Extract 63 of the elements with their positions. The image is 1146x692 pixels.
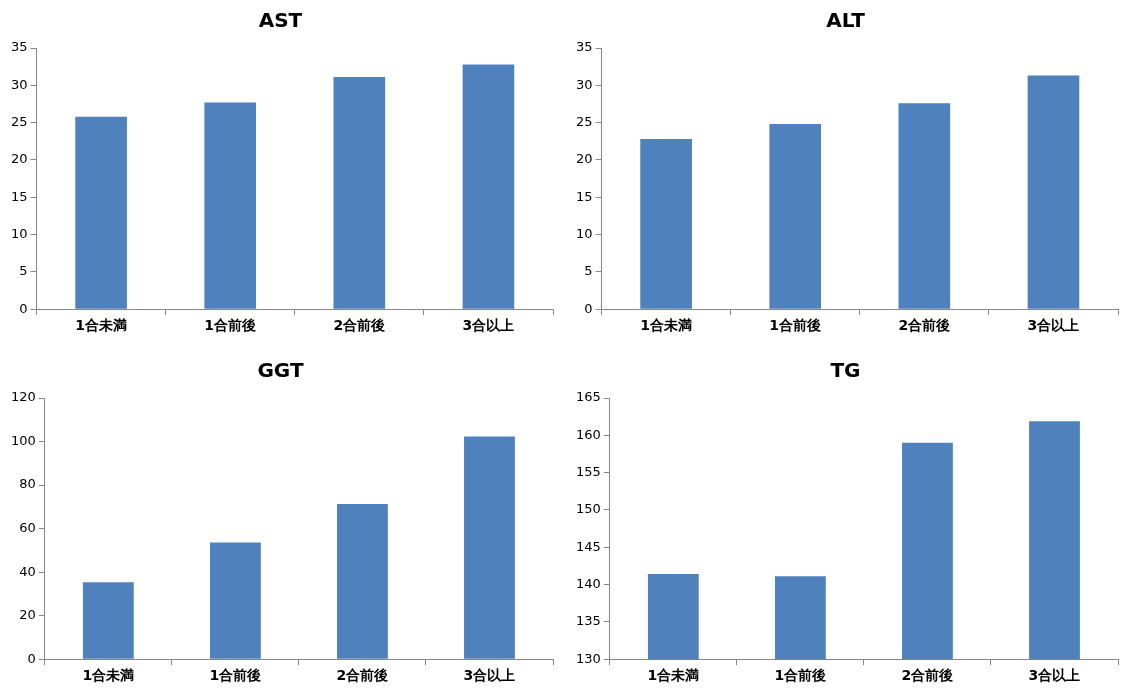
y-tick-label: 20 xyxy=(576,151,593,167)
bar xyxy=(209,542,261,659)
chart-title: GGT xyxy=(257,358,304,383)
y-tick-label: 0 xyxy=(27,650,36,666)
x-tick-label: 1合未満 xyxy=(82,667,135,684)
y-tick-label: 15 xyxy=(576,188,593,204)
y-tick-label: 130 xyxy=(575,650,601,666)
y-tick-label: 0 xyxy=(19,300,28,316)
x-tick-label: 3合以上 xyxy=(1028,667,1081,684)
y-tick-label: 10 xyxy=(576,225,593,241)
y-tick-label: 30 xyxy=(576,76,593,92)
x-tick-label: 1合未満 xyxy=(647,667,700,684)
chart-title: AST xyxy=(258,8,303,33)
bar xyxy=(75,116,127,309)
y-tick-label: 100 xyxy=(10,432,36,448)
bar xyxy=(769,124,822,309)
y-tick-label: 40 xyxy=(19,563,36,579)
y-tick-label: 5 xyxy=(584,263,593,279)
y-tick-label: 25 xyxy=(576,114,593,129)
bar xyxy=(337,504,388,659)
x-tick-label: 1合前後 xyxy=(774,667,827,684)
y-tick-label: 80 xyxy=(19,476,36,492)
x-tick-label: 3合以上 xyxy=(463,667,516,684)
chart-title: TG xyxy=(830,358,861,383)
y-tick-label: 15 xyxy=(11,188,28,204)
bar xyxy=(333,77,386,309)
y-tick-label: 150 xyxy=(575,501,601,517)
y-tick-label: 30 xyxy=(11,76,28,92)
y-tick-label: 5 xyxy=(19,263,28,279)
y-tick-label: 60 xyxy=(19,519,36,535)
y-tick-label: 160 xyxy=(575,426,601,442)
chart-title: ALT xyxy=(826,8,866,33)
x-tick-label: 3合以上 xyxy=(462,317,515,334)
y-tick-label: 155 xyxy=(575,464,601,479)
y-tick-label: 145 xyxy=(575,538,601,554)
x-tick-label: 1合前後 xyxy=(209,667,262,684)
y-tick-label: 165 xyxy=(575,389,601,405)
bar xyxy=(640,139,692,309)
y-tick-label: 35 xyxy=(11,39,28,55)
x-tick-label: 2合前後 xyxy=(336,667,389,684)
bar xyxy=(464,436,515,659)
x-tick-label: 1合未満 xyxy=(640,317,692,334)
y-tick-label: 25 xyxy=(11,114,28,129)
y-tick-label: 10 xyxy=(11,225,28,241)
bar xyxy=(82,582,134,659)
y-tick-label: 35 xyxy=(576,39,593,55)
y-tick-label: 120 xyxy=(10,389,36,405)
y-tick-label: 20 xyxy=(19,607,36,623)
x-tick-label: 2合前後 xyxy=(901,667,954,684)
bar xyxy=(462,64,515,309)
x-tick-label: 1合未満 xyxy=(75,317,127,334)
bar xyxy=(204,102,257,309)
y-tick-label: 0 xyxy=(584,300,593,316)
bar xyxy=(1027,75,1080,309)
bar xyxy=(898,103,951,309)
y-tick-label: 140 xyxy=(575,575,601,591)
y-tick-label: 135 xyxy=(575,613,601,629)
y-tick-label: 20 xyxy=(11,151,28,167)
x-tick-label: 1合前後 xyxy=(204,317,257,334)
x-tick-label: 2合前後 xyxy=(898,317,951,334)
x-tick-label: 3合以上 xyxy=(1027,317,1080,334)
x-tick-label: 2合前後 xyxy=(333,317,386,334)
x-tick-label: 1合前後 xyxy=(769,317,822,334)
